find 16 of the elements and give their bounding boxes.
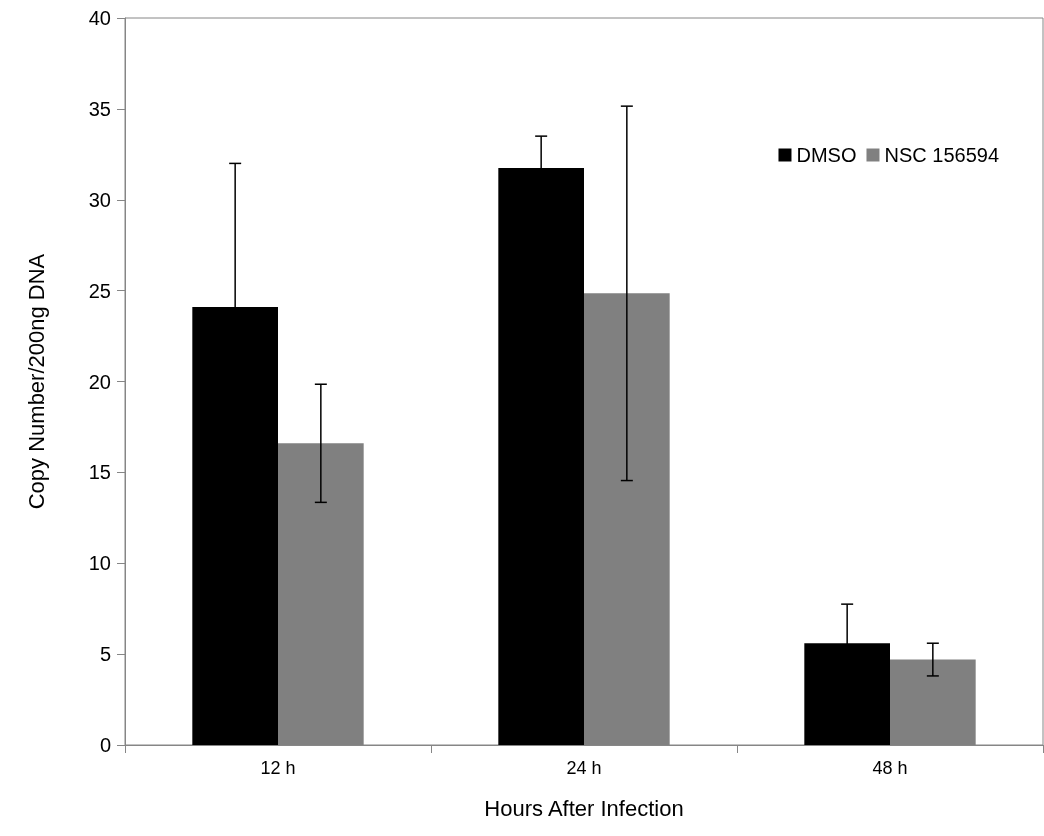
y-tick-label: 35 xyxy=(88,97,111,120)
legend-label: DMSO xyxy=(796,144,857,166)
y-tick-label: 40 xyxy=(88,7,111,29)
x-tick-label: 12 h xyxy=(260,758,296,778)
y-tick-label: 5 xyxy=(99,643,111,666)
x-axis-title: Hours After Infection xyxy=(484,795,684,821)
legend-label: NSC 156594 xyxy=(884,144,1000,166)
x-tick-label: 24 h xyxy=(566,758,602,778)
y-tick-label: 20 xyxy=(88,370,111,393)
y-tick-label: 30 xyxy=(88,188,111,211)
y-tick-label: 10 xyxy=(88,552,111,575)
y-tick-label: 0 xyxy=(99,734,111,756)
y-tick-label: 15 xyxy=(88,461,111,484)
y-axis-title: Copy Number/200ng DNA xyxy=(23,253,49,510)
y-tick-label: 25 xyxy=(88,279,111,302)
x-tick-label: 48 h xyxy=(872,758,908,778)
